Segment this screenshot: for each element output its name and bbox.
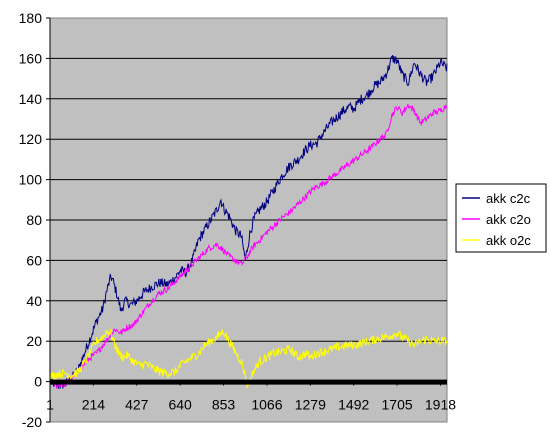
x-tick-label: 1918 xyxy=(425,397,456,413)
y-tick-label: 80 xyxy=(26,212,42,228)
y-tick-label: 40 xyxy=(26,293,42,309)
y-tick-label: 160 xyxy=(19,50,43,66)
y-tick-label: 180 xyxy=(19,10,43,26)
y-tick-label: 20 xyxy=(26,333,42,349)
series-line-akk-c2c xyxy=(49,55,448,389)
y-tick-label: 0 xyxy=(34,374,42,390)
x-tick-label: 1705 xyxy=(382,397,413,413)
y-tick-label: 60 xyxy=(26,252,42,268)
x-axis-tick-labels: 1 214 427 640 853 1066 1279 1492 1705 1918 xyxy=(46,381,456,413)
legend-label-akk-o2c: akk o2c xyxy=(486,233,531,248)
plot-area-group xyxy=(49,17,448,423)
x-tick-label: 640 xyxy=(168,397,192,413)
legend-label-akk-c2o: akk c2o xyxy=(486,212,531,227)
series-line-akk-c2o xyxy=(49,103,448,390)
y-tick-label: 140 xyxy=(19,91,43,107)
y-axis-tick-labels: -20 0 20 40 60 80 100 120 140 160 180 xyxy=(19,10,50,430)
y-tick-label: -20 xyxy=(22,414,42,430)
x-tick-label: 1279 xyxy=(295,397,326,413)
series-line-akk-o2c xyxy=(49,328,448,389)
x-tick-label: 1 xyxy=(46,397,54,413)
x-tick-label: 1066 xyxy=(251,397,282,413)
x-tick-label: 853 xyxy=(212,397,236,413)
x-tick-label: 1492 xyxy=(338,397,369,413)
y-tick-label: 100 xyxy=(19,172,43,188)
y-tick-label: 120 xyxy=(19,131,43,147)
x-tick-label: 214 xyxy=(82,397,106,413)
x-tick-label: 427 xyxy=(125,397,149,413)
legend-label-akk-c2c: akk c2c xyxy=(486,191,531,206)
legend: akk c2c akk c2o akk o2c xyxy=(455,183,547,253)
